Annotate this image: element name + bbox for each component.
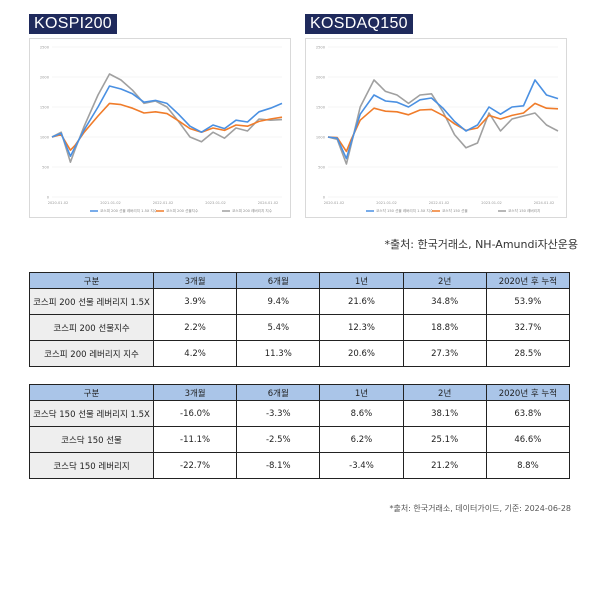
y-tick-label: 1000 — [40, 136, 50, 140]
kospi200-chart: 2500 2000 1500 1000 500 0 2020.01.02 2021.01.02… — [29, 38, 291, 218]
header-cumulative: 2020년 후 누적 — [485, 384, 571, 401]
cell: 21.6% — [319, 288, 404, 315]
y-tick-label: 0 — [323, 196, 326, 200]
y-tick-label: 1000 — [316, 136, 326, 140]
y-tick-label: 500 — [42, 166, 50, 170]
y-tick-label: 2000 — [40, 76, 50, 80]
kospi-returns-table: 구분 3개월 6개월 1년 2년 2020년 후 누적 코스피 200 선물 레… — [29, 272, 571, 367]
series-line — [327, 79, 559, 160]
y-tick-label: 1500 — [40, 106, 50, 110]
cell: 46.6% — [485, 426, 571, 453]
x-tick-label: 2022.01.02 — [153, 201, 174, 205]
cell: 32.7% — [485, 314, 571, 341]
legend-label: 코스닥 150 선물 레버리지 1.5X 지수 — [376, 208, 434, 213]
cell: 8.8% — [485, 452, 571, 479]
cell: -2.5% — [236, 426, 321, 453]
cell: -16.0% — [152, 400, 238, 427]
cell: 3.9% — [152, 288, 238, 315]
x-tick-label: 2024.01.02 — [258, 201, 279, 205]
header-1y: 1년 — [319, 272, 404, 289]
legend-label: 코스닥 150 선물 — [442, 208, 468, 213]
table-row: 코스닥 150 레버리지 -22.7% -8.1% -3.4% 21.2% 8.… — [29, 452, 571, 479]
cell: 53.9% — [485, 288, 571, 315]
cell: 11.3% — [236, 340, 321, 367]
row-label: 코스피 200 레버리지 지수 — [29, 340, 154, 367]
y-tick-label: 1500 — [316, 106, 326, 110]
x-tick-label: 2021.01.02 — [100, 201, 121, 205]
cell: 34.8% — [402, 288, 487, 315]
cell: 21.2% — [402, 452, 487, 479]
row-label: 코스닥 150 선물 — [29, 426, 154, 453]
legend-label: 코스피 200 선물 레버리지 1.5X 지수 — [100, 208, 158, 213]
legend-label: 코스닥 150 레버리지 — [508, 208, 540, 213]
legend-label: 코스피 200 레버리지 지수 — [232, 208, 273, 213]
header-2y: 2년 — [402, 384, 487, 401]
cell: -3.3% — [236, 400, 321, 427]
series-line — [327, 79, 559, 165]
header-6m: 6개월 — [236, 384, 321, 401]
cell: 38.1% — [402, 400, 487, 427]
table-header-row: 구분 3개월 6개월 1년 2년 2020년 후 누적 — [29, 384, 571, 401]
cell: 4.2% — [152, 340, 238, 367]
cell: 27.3% — [402, 340, 487, 367]
cell: 25.1% — [402, 426, 487, 453]
header-cumulative: 2020년 후 누적 — [485, 272, 571, 289]
cell: 12.3% — [319, 314, 404, 341]
y-tick-label: 2500 — [40, 46, 50, 50]
cell: 9.4% — [236, 288, 321, 315]
source-note-top: *출처: 한국거래소, NH-Amundi자산운용 — [384, 238, 578, 251]
x-tick-label: 2020.01.02 — [324, 201, 345, 205]
legend-label: 코스피 200 선물지수 — [166, 208, 199, 213]
x-tick-label: 2021.01.02 — [376, 201, 397, 205]
table-header-row: 구분 3개월 6개월 1년 2년 2020년 후 누적 — [29, 272, 571, 289]
x-tick-label: 2023.01.02 — [481, 201, 502, 205]
cell: 28.5% — [485, 340, 571, 367]
cell: -8.1% — [236, 452, 321, 479]
kosdaq-returns-table: 구분 3개월 6개월 1년 2년 2020년 후 누적 코스닥 150 선물 레… — [29, 384, 571, 479]
x-tick-label: 2023.01.02 — [205, 201, 226, 205]
table-row: 코스피 200 선물 레버리지 1.5X 3.9% 9.4% 21.6% 34.… — [29, 288, 571, 315]
x-tick-label: 2024.01.02 — [534, 201, 555, 205]
table-row: 코스피 200 레버리지 지수 4.2% 11.3% 20.6% 27.3% 2… — [29, 340, 571, 367]
x-tick-label: 2020.01.02 — [48, 201, 69, 205]
cell: 8.6% — [319, 400, 404, 427]
row-label: 코스피 200 선물지수 — [29, 314, 154, 341]
header-2y: 2년 — [402, 272, 487, 289]
header-category: 구분 — [29, 384, 154, 401]
table-row: 코스닥 150 선물 레버리지 1.5X -16.0% -3.3% 8.6% 3… — [29, 400, 571, 427]
cell: 20.6% — [319, 340, 404, 367]
y-tick-label: 500 — [318, 166, 326, 170]
y-tick-label: 0 — [47, 196, 50, 200]
series-line — [51, 73, 283, 163]
table-row: 코스닥 150 선물 -11.1% -2.5% 6.2% 25.1% 46.6% — [29, 426, 571, 453]
x-tick-label: 2022.01.02 — [429, 201, 450, 205]
header-6m: 6개월 — [236, 272, 321, 289]
series-line — [51, 85, 283, 157]
row-label: 코스닥 150 선물 레버리지 1.5X — [29, 400, 154, 427]
kosdaq150-title: KOSDAQ150 — [305, 14, 413, 34]
row-label: 코스닥 150 레버리지 — [29, 452, 154, 479]
table-row: 코스피 200 선물지수 2.2% 5.4% 12.3% 18.8% 32.7% — [29, 314, 571, 341]
header-3m: 3개월 — [152, 272, 238, 289]
cell: -11.1% — [152, 426, 238, 453]
cell: -3.4% — [319, 452, 404, 479]
kosdaq150-chart: 2500 2000 1500 1000 500 0 2020.01.02 2021.01.02… — [305, 38, 567, 218]
header-1y: 1년 — [319, 384, 404, 401]
cell: 6.2% — [319, 426, 404, 453]
source-note-bottom: *출처: 한국거래소, 데이터가이드, 기준: 2024-06-28 — [389, 504, 571, 513]
header-category: 구분 — [29, 272, 154, 289]
kospi200-title: KOSPI200 — [29, 14, 118, 34]
cell: 2.2% — [152, 314, 238, 341]
y-tick-label: 2000 — [316, 76, 326, 80]
header-3m: 3개월 — [152, 384, 238, 401]
cell: 18.8% — [402, 314, 487, 341]
cell: -22.7% — [152, 452, 238, 479]
cell: 63.8% — [485, 400, 571, 427]
cell: 5.4% — [236, 314, 321, 341]
y-tick-label: 2500 — [316, 46, 326, 50]
row-label: 코스피 200 선물 레버리지 1.5X — [29, 288, 154, 315]
